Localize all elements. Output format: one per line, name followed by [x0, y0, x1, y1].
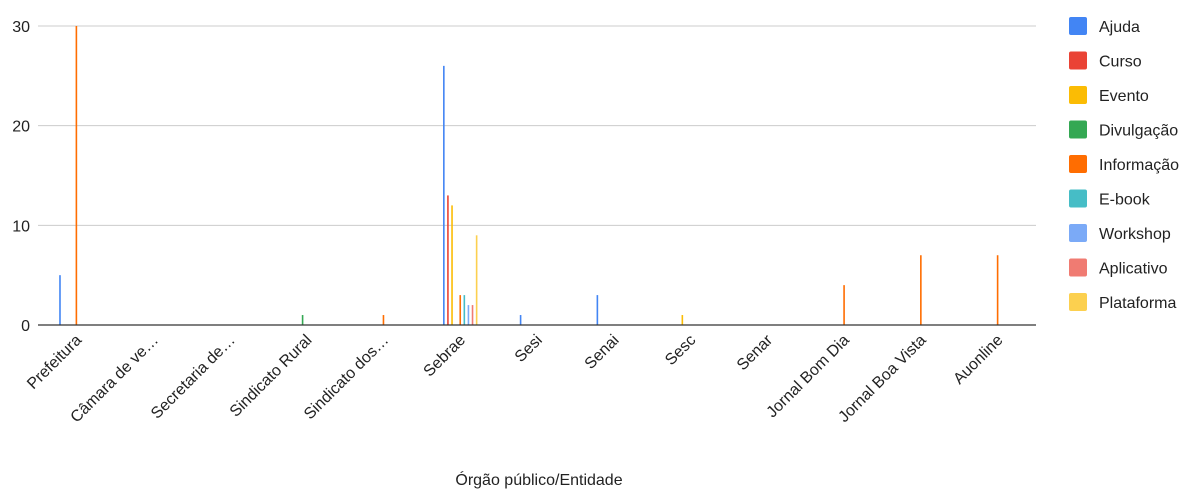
legend: Ajuda Curso Evento Divulgação Informação E-bo… — [1069, 17, 1179, 312]
bar-informação-11 — [920, 255, 922, 325]
y-tick-label: 10 — [12, 218, 30, 235]
x-tick-label: Sindicato Rural — [227, 332, 316, 421]
bar-plataforma-5 — [475, 235, 478, 325]
bar-informação-0 — [75, 26, 78, 325]
bar-evento-8 — [681, 315, 684, 325]
bar-aplicativo-5 — [471, 305, 474, 325]
legend-label: Evento — [1099, 88, 1149, 105]
bar-informação-5 — [459, 295, 462, 325]
legend-label: Curso — [1099, 54, 1142, 71]
bars — [59, 26, 999, 325]
x-tick-label: Auonline — [950, 332, 1006, 388]
bar-divulgação-3 — [301, 315, 304, 325]
bar-e-book-5 — [463, 295, 466, 325]
y-axis-ticks: 0 10 20 30 — [12, 19, 30, 335]
legend-label: Divulgação — [1099, 123, 1178, 140]
legend-label: Ajuda — [1099, 19, 1140, 36]
x-tick-label: Sesi — [512, 332, 546, 366]
x-tick-label: Sebrae — [421, 332, 470, 381]
x-tick-label: Senar — [734, 331, 777, 374]
legend-item[interactable]: Aplicativo — [1069, 258, 1168, 278]
legend-swatch — [1069, 189, 1087, 208]
legend-label: Workshop — [1099, 226, 1171, 243]
legend-item[interactable]: Curso — [1069, 51, 1142, 71]
legend-swatch — [1069, 293, 1087, 311]
y-tick-label: 30 — [12, 19, 30, 36]
legend-swatch — [1069, 120, 1087, 139]
legend-swatch — [1069, 51, 1087, 70]
legend-item[interactable]: Ajuda — [1069, 17, 1140, 36]
legend-item[interactable]: Plataforma — [1069, 293, 1176, 312]
legend-label: Plataforma — [1099, 295, 1176, 312]
gridlines — [38, 25, 1036, 226]
bar-ajuda-6 — [519, 315, 522, 325]
x-tick-label: Jornal Bom Dia — [764, 332, 853, 421]
legend-swatch — [1069, 86, 1087, 104]
bar-curso-5 — [447, 195, 449, 325]
legend-label: Aplicativo — [1099, 261, 1168, 278]
x-tick-label: Prefeitura — [24, 332, 85, 393]
bar-informação-4 — [382, 315, 385, 325]
legend-item[interactable]: Workshop — [1069, 224, 1171, 243]
bar-ajuda-7 — [596, 295, 599, 325]
x-tick-label: Secretaria de… — [148, 332, 239, 423]
y-tick-label: 0 — [21, 318, 30, 335]
bar-informação-10 — [843, 285, 845, 325]
legend-item[interactable]: Informação — [1069, 155, 1179, 174]
bar-ajuda-0 — [59, 275, 61, 325]
y-tick-label: 20 — [12, 119, 30, 136]
x-tick-label: Sindicato dos… — [301, 332, 392, 423]
bar-informação-12 — [996, 255, 999, 325]
legend-item[interactable]: E-book — [1069, 189, 1151, 209]
legend-swatch — [1069, 224, 1087, 242]
legend-swatch — [1069, 17, 1087, 35]
legend-item[interactable]: Evento — [1069, 86, 1149, 105]
legend-label: Informação — [1099, 157, 1179, 174]
legend-item[interactable]: Divulgação — [1069, 120, 1178, 140]
x-axis-title: Órgão público/Entidade — [455, 470, 622, 489]
bar-workshop-5 — [467, 305, 470, 325]
x-tick-label: Sesc — [662, 332, 699, 369]
bar-ajuda-5 — [443, 65, 445, 325]
legend-label: E-book — [1099, 192, 1151, 209]
x-tick-label: Senai — [582, 332, 623, 373]
legend-swatch — [1069, 155, 1087, 173]
legend-swatch — [1069, 258, 1087, 277]
bar-evento-5 — [451, 205, 453, 325]
